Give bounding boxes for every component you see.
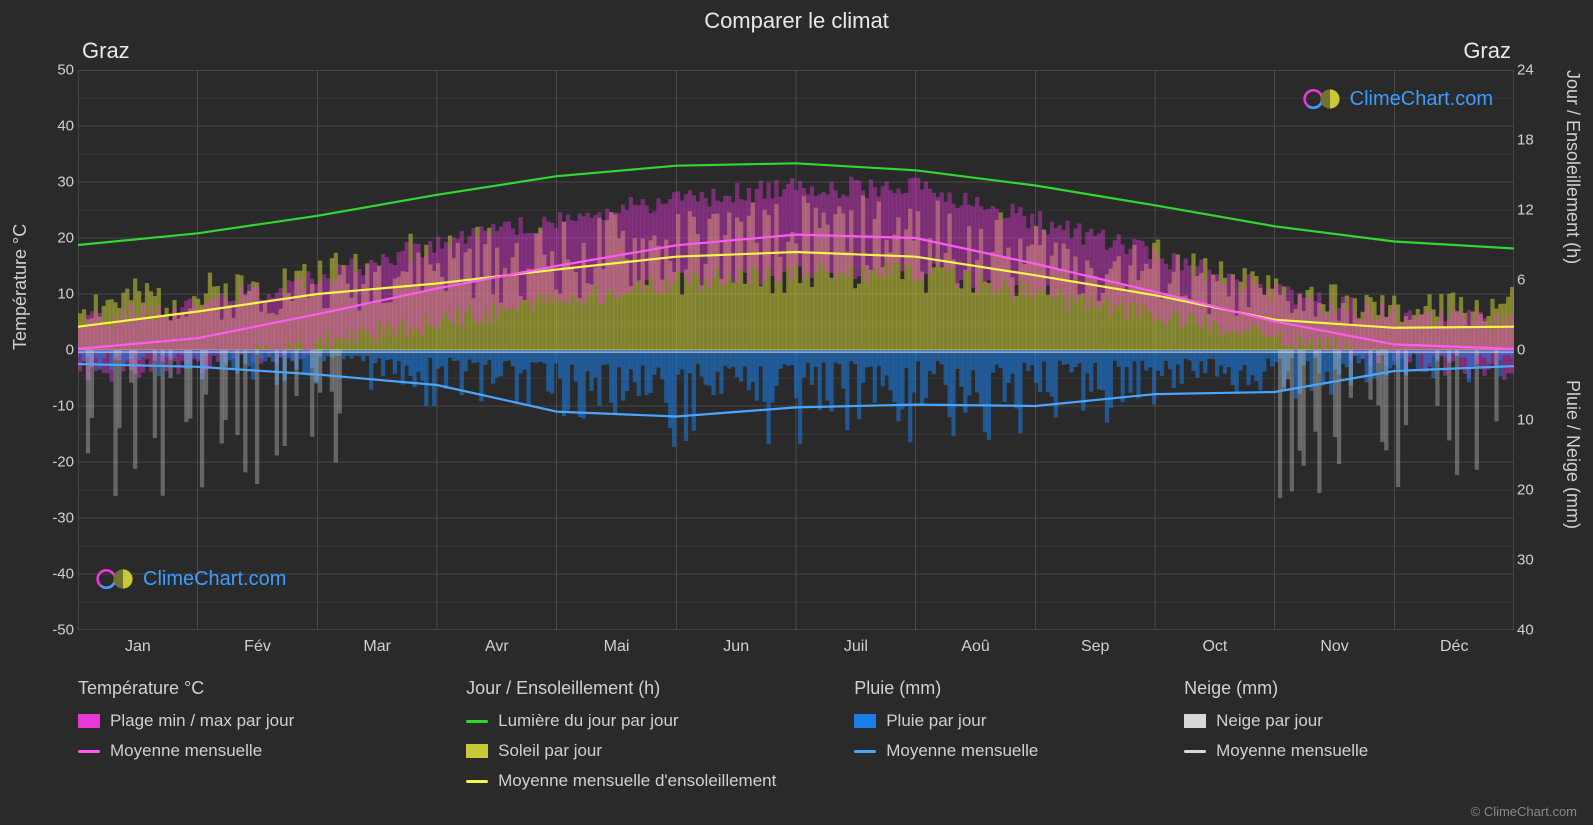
y-tick-left: -50 [52,622,74,639]
legend-item-temp-mean: Moyenne mensuelle [78,741,466,761]
legend-col-snow: Neige (mm) Neige par jour Moyenne mensue… [1184,678,1514,801]
legend-label: Moyenne mensuelle [886,741,1038,761]
blue-line-icon [854,750,876,753]
y-tick-left: 50 [57,62,74,79]
white-line-icon [1184,750,1206,753]
brand-watermark-bottom: ClimeChart.com [95,566,286,592]
month-label: Aoû [916,638,1036,662]
legend-label: Neige par jour [1216,711,1323,731]
y-axis-right-bottom-label: Pluie / Neige (mm) [1562,380,1583,529]
y-axis-right-top-label: Jour / Ensoleillement (h) [1562,70,1583,264]
legend-label: Soleil par jour [498,741,602,761]
climechart-logo-icon [1302,86,1344,112]
legend-item-rain-mean: Moyenne mensuelle [854,741,1184,761]
olive-swatch-icon [466,744,488,758]
y-axis-left-label: Température °C [10,224,31,350]
brand-text: ClimeChart.com [1350,88,1493,111]
y-tick-left: -10 [52,398,74,415]
legend-label: Lumière du jour par jour [498,711,678,731]
chart-title: Comparer le climat [0,8,1593,34]
y-ticks-right: 2418126010203040 [1517,70,1547,630]
y-tick-right: 40 [1517,622,1534,639]
month-label: Déc [1394,638,1514,662]
city-label-right: Graz [1463,38,1511,64]
legend-item-sunshine-mean: Moyenne mensuelle d'ensoleillement [466,771,854,791]
y-tick-right: 6 [1517,272,1525,289]
green-line-icon [466,720,488,723]
y-tick-left: 20 [57,230,74,247]
legend-label: Moyenne mensuelle [110,741,262,761]
y-tick-right: 12 [1517,202,1534,219]
y-tick-left: 0 [66,342,74,359]
legend-col-daylight: Jour / Ensoleillement (h) Lumière du jou… [466,678,854,801]
blue-swatch-icon [854,714,876,728]
month-label: Nov [1275,638,1395,662]
legend-head-snow: Neige (mm) [1184,678,1514,699]
y-tick-right: 24 [1517,62,1534,79]
legend-head-temp: Température °C [78,678,466,699]
month-label: Sep [1035,638,1155,662]
month-label: Avr [437,638,557,662]
month-label: Jan [78,638,198,662]
magenta-swatch-icon [78,714,100,728]
y-tick-left: 30 [57,174,74,191]
month-label: Oct [1155,638,1275,662]
brand-text: ClimeChart.com [143,568,286,591]
month-label: Jun [676,638,796,662]
legend-label: Pluie par jour [886,711,986,731]
legend-col-rain: Pluie (mm) Pluie par jour Moyenne mensue… [854,678,1184,801]
legend-col-temp: Température °C Plage min / max par jour … [78,678,466,801]
copyright-text: © ClimeChart.com [1471,804,1577,819]
city-label-left: Graz [82,38,130,64]
y-tick-left: -30 [52,510,74,527]
yellow-line-icon [466,780,488,783]
legend-head-daylight: Jour / Ensoleillement (h) [466,678,854,699]
legend-item-snow: Neige par jour [1184,711,1514,731]
climechart-logo-icon [95,566,137,592]
climate-chart-page: Comparer le climat Graz Graz Température… [0,0,1593,825]
magenta-line-icon [78,750,100,753]
y-tick-right: 20 [1517,482,1534,499]
y-tick-left: 40 [57,118,74,135]
month-label: Mar [317,638,437,662]
plot-area [78,70,1514,630]
y-tick-right: 0 [1517,342,1525,359]
legend-label: Moyenne mensuelle [1216,741,1368,761]
legend-item-sunshine: Soleil par jour [466,741,854,761]
white-swatch-icon [1184,714,1206,728]
legend-item-rain: Pluie par jour [854,711,1184,731]
legend-item-snow-mean: Moyenne mensuelle [1184,741,1514,761]
month-label: Fév [198,638,318,662]
y-ticks-left: 50403020100-10-20-30-40-50 [40,70,74,630]
plot-svg [78,70,1514,630]
legend-head-rain: Pluie (mm) [854,678,1184,699]
legend-item-daylight: Lumière du jour par jour [466,711,854,731]
y-tick-right: 10 [1517,412,1534,429]
legend-item-temp-range: Plage min / max par jour [78,711,466,731]
x-axis-months: JanFévMarAvrMaiJunJuilAoûSepOctNovDéc [78,638,1514,662]
y-tick-left: -40 [52,566,74,583]
brand-watermark-top: ClimeChart.com [1302,86,1493,112]
y-tick-right: 18 [1517,132,1534,149]
y-tick-left: -20 [52,454,74,471]
legend-label: Plage min / max par jour [110,711,294,731]
legend-label: Moyenne mensuelle d'ensoleillement [498,771,776,791]
y-tick-right: 30 [1517,552,1534,569]
legend: Température °C Plage min / max par jour … [78,678,1514,801]
month-label: Juil [796,638,916,662]
y-tick-left: 10 [57,286,74,303]
month-label: Mai [557,638,677,662]
